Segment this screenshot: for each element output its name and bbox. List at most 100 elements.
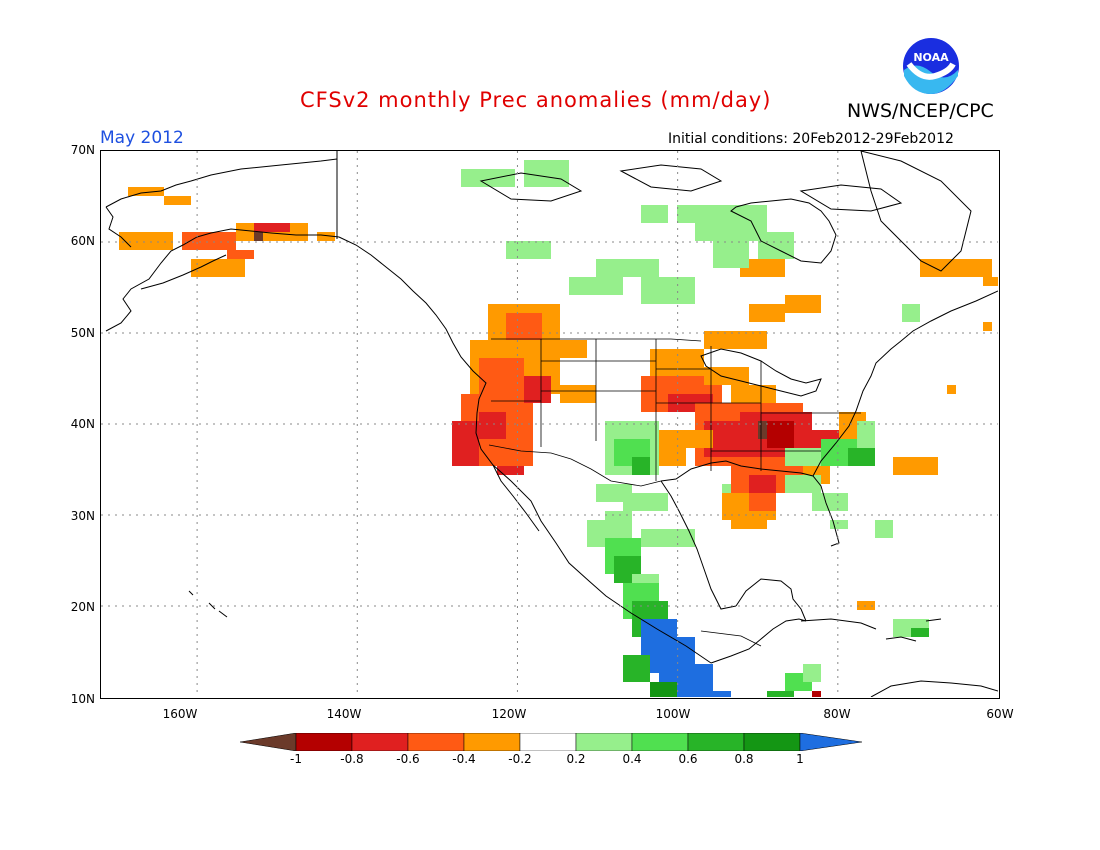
anomaly-cell [758,421,767,439]
lat-label-60n: 60N [70,234,95,248]
lat-label-30n: 30N [70,509,95,523]
colorbar-bin [519,732,577,752]
anomaly-cell [227,250,254,259]
colorbar-bin [575,732,633,752]
lat-lon-grid [101,151,998,697]
lon-label-140w: 140W [326,707,362,721]
anomaly-cell [767,691,794,697]
anomaly-cell [560,385,596,403]
anomaly-cell [722,484,731,493]
anomaly-cell [560,340,587,358]
anomaly-cell [164,196,191,205]
lon-label-160w: 160W [162,707,198,721]
anomaly-cell [983,322,992,331]
anomaly-cell [803,664,821,682]
anomaly-cell [623,493,668,511]
anomaly-cell [812,493,848,511]
anomaly-cell [749,475,776,493]
anomaly-cell [650,349,704,376]
colorbar-bin [743,732,801,752]
anomaly-cell [524,376,551,403]
anomaly-cell [875,520,893,538]
anomaly-cell [479,358,524,394]
anomaly-cell [650,682,677,697]
anomaly-cell [479,448,533,466]
chart-title: CFSv2 monthly Prec anomalies (mm/day) [300,88,772,112]
colorbar-bin [631,732,689,752]
anomaly-cell [695,223,767,241]
initial-conditions-label: Initial conditions: 20Feb2012-29Feb2012 [668,131,954,147]
anomaly-cell [785,475,821,493]
colorbar-bin [463,732,521,752]
lon-label-120w: 120W [491,707,527,721]
colorbar-label: -0.6 [396,752,420,766]
anomaly-cell [317,232,335,241]
anomaly-cell [749,493,776,511]
colorbar-label: 1 [796,752,804,766]
anomaly-cell [947,385,956,394]
anomaly-cell [983,277,998,286]
anomaly-cell [254,223,290,232]
anomaly-cell [731,511,767,529]
anomaly-cell [641,205,668,223]
colorbar-label: -0.8 [340,752,364,766]
anomaly-cell [686,430,713,448]
lat-label-50n: 50N [70,326,95,340]
colorbar-bin [407,732,465,752]
noaa-logo-text: NOAA [913,51,949,64]
colorbar-label: -0.4 [452,752,476,766]
lat-label-40n: 40N [70,417,95,431]
anomaly-cell [767,421,794,448]
anomaly-cell [479,412,506,439]
anomaly-cell [857,421,875,448]
anomaly-cell [506,313,542,340]
lon-label-60w: 60W [986,707,1014,721]
anomaly-cell [191,259,245,277]
anomaly-cell [677,205,767,223]
anomaly-cell [713,241,749,268]
colorbar-bin [687,732,745,752]
agency-label: NWS/NCEP/CPC [847,100,994,122]
anomaly-cell [119,232,173,250]
colorbar-arrow-low [239,732,297,752]
colorbar-bin [351,732,409,752]
colorbar-arrow-high [799,732,863,752]
anomaly-cell [785,295,821,313]
anomaly-cells [119,160,998,697]
anomaly-cell [641,529,695,547]
anomaly-map [100,150,1000,699]
anomaly-cell [632,457,650,475]
anomaly-cell [497,466,524,475]
anomaly-cell [893,457,938,475]
colorbar-label: 0.8 [734,752,754,766]
colorbar-label: -1 [290,752,302,766]
lat-label-70n: 70N [70,143,95,157]
colorbar-label: -0.2 [508,752,532,766]
anomaly-cell [749,304,785,322]
coastlines [105,151,998,697]
anomaly-cell [461,169,515,187]
anomaly-cell [569,277,623,295]
anomaly-cell [452,421,479,466]
anomaly-cell [902,304,920,322]
political-borders [488,338,861,647]
noaa-logo: NOAA [895,36,967,100]
anomaly-cell [848,448,875,466]
colorbar-label: 0.2 [566,752,586,766]
anomaly-cell [128,187,164,196]
lon-label-100w: 100W [655,707,691,721]
anomaly-cell [920,259,992,277]
lat-label-20n: 20N [70,600,95,614]
anomaly-cell [254,232,263,241]
anomaly-cell [524,160,569,187]
anomaly-cell [740,259,785,277]
anomaly-cell [830,520,848,529]
colorbar [239,732,863,755]
month-label: May 2012 [100,128,184,148]
anomaly-cell [812,691,821,697]
anomaly-cell [659,430,686,466]
anomaly-cell [623,655,650,682]
anomaly-cell [677,691,731,697]
colorbar-label: 0.6 [678,752,698,766]
anomaly-cell [596,259,659,277]
